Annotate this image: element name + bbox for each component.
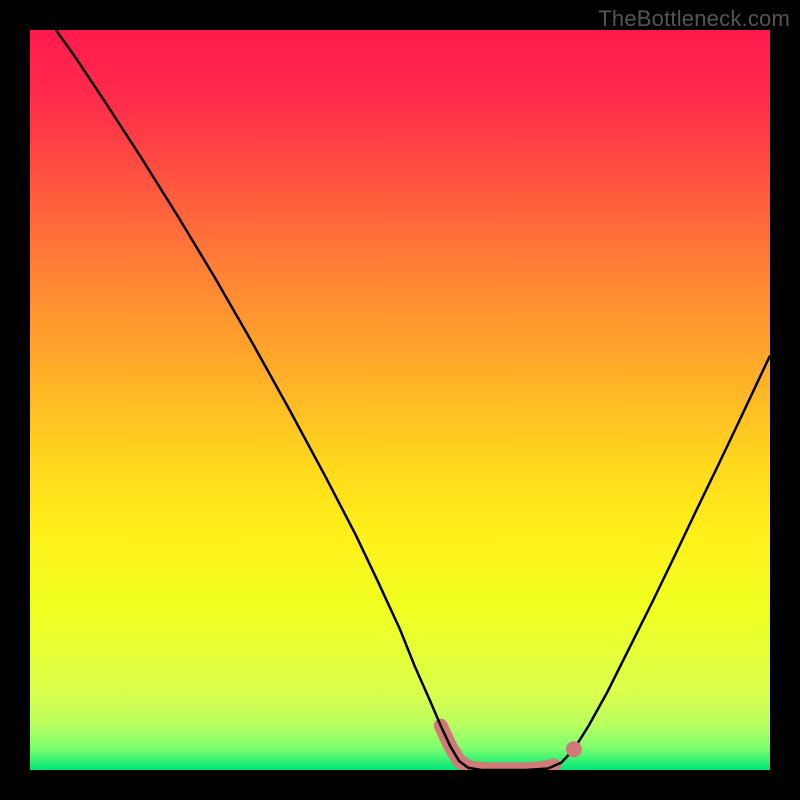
chart-background xyxy=(30,30,770,770)
watermark-text: TheBottleneck.com xyxy=(598,6,790,32)
chart-stage: TheBottleneck.com xyxy=(0,0,800,800)
bottleneck-chart xyxy=(0,0,800,800)
accent-dot xyxy=(566,741,582,757)
